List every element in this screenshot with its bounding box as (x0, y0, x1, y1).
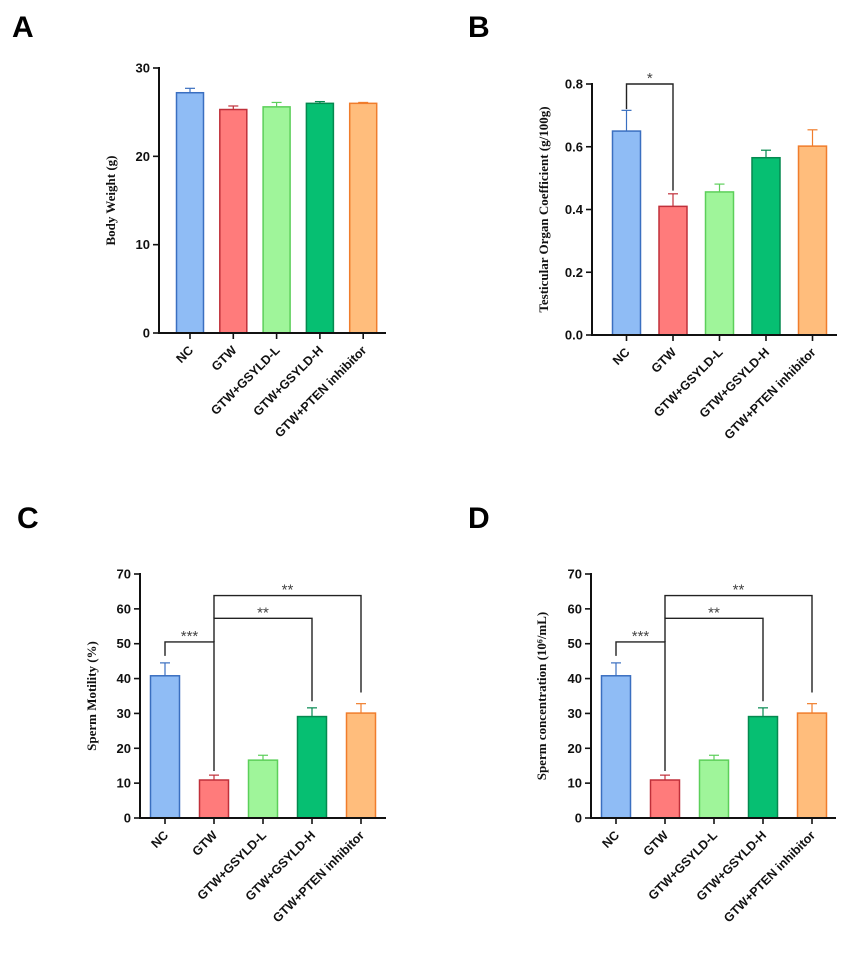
significance-bracket (213, 594, 362, 693)
bar-nc (175, 91, 205, 334)
y-tick-label: 20 (136, 149, 150, 164)
y-tick-label: 20 (117, 741, 131, 756)
y-axis-title: Body Weight (g) (103, 155, 118, 245)
y-tick-label: 60 (568, 601, 582, 616)
x-tick-label: GTW (649, 345, 680, 376)
significance-label: ** (282, 582, 294, 599)
bar-gtw-pten-inhibitor (797, 145, 828, 336)
bar-nc (149, 675, 181, 819)
y-axis-title: Sperm Motility (%) (84, 641, 99, 751)
bar-gtw-gsyld-l (262, 106, 291, 334)
y-tick-label: 70 (117, 567, 131, 582)
y-tick-label: 10 (568, 776, 582, 791)
significance-label: ** (708, 604, 720, 621)
y-tick-label: 0.8 (565, 77, 583, 92)
x-tick-label: NC (599, 828, 622, 851)
bar-gtw-pten-inhibitor (796, 712, 828, 819)
bar-gtw-pten-inhibitor (345, 712, 377, 819)
panel-letter-d: D (468, 502, 490, 535)
significance-bracket (664, 617, 764, 702)
y-tick-label: 30 (136, 61, 150, 76)
x-tick-label: GTW+PTEN inhibitor (721, 828, 818, 925)
significance-label: ** (257, 604, 269, 621)
bar-gtw-pten-inhibitor (348, 102, 378, 334)
y-axis-title: Testicular Organ Coefficient (g/100g) (536, 106, 551, 312)
y-tick-label: 50 (117, 636, 131, 651)
x-tick-label: GTW+PTEN inhibitor (270, 828, 367, 925)
bar-gtw (649, 779, 681, 819)
x-tick-label: NC (173, 343, 196, 366)
y-tick-label: 40 (117, 671, 131, 686)
significance-bracket (615, 641, 666, 771)
y-tick-label: 50 (568, 636, 582, 651)
significance-label: *** (632, 628, 650, 645)
bar-gtw-gsyld-h (296, 715, 328, 819)
bar-gtw (198, 779, 230, 819)
x-tick-label: NC (148, 828, 171, 851)
y-tick-label: 10 (117, 776, 131, 791)
y-tick-label: 0 (575, 811, 582, 826)
panel-letter-c: C (17, 502, 39, 535)
bar-nc (600, 675, 632, 819)
y-tick-label: 30 (117, 706, 131, 721)
x-tick-label: GTW (641, 828, 672, 859)
bar-gtw-gsyld-l (704, 191, 735, 336)
y-tick-label: 0.2 (565, 265, 583, 280)
bar-gtw-gsyld-h (747, 715, 779, 819)
significance-bracket (625, 83, 674, 191)
panel-letter-a: A (12, 11, 34, 44)
x-tick-label: GTW (209, 343, 240, 374)
y-tick-label: 40 (568, 671, 582, 686)
y-tick-label: 0.0 (565, 328, 583, 343)
significance-bracket (213, 617, 313, 702)
significance-bracket (164, 641, 215, 771)
y-tick-label: 0.6 (565, 139, 583, 154)
y-tick-label: 10 (136, 237, 150, 252)
y-tick-label: 30 (568, 706, 582, 721)
bar-nc (611, 130, 642, 336)
significance-label: *** (181, 628, 199, 645)
bar-gtw-gsyld-h (751, 156, 781, 336)
y-tick-label: 60 (117, 601, 131, 616)
significance-label: ** (733, 582, 745, 599)
bar-gtw (658, 205, 688, 336)
x-tick-label: GTW (190, 828, 221, 859)
y-tick-label: 0 (124, 811, 131, 826)
x-tick-label: GTW+PTEN inhibitor (722, 345, 819, 442)
y-tick-label: 20 (568, 741, 582, 756)
y-axis-title: Sperm concentration (10⁶/mL) (534, 612, 549, 781)
y-tick-label: 0.4 (565, 202, 584, 217)
bar-gtw-gsyld-h (305, 102, 335, 334)
panel-letter-b: B (468, 11, 490, 44)
y-tick-label: 0 (143, 326, 150, 341)
significance-bracket (664, 594, 813, 693)
bar-gtw (219, 108, 248, 334)
x-tick-label: NC (610, 345, 633, 368)
bar-gtw-gsyld-l (698, 759, 730, 819)
y-tick-label: 70 (568, 567, 582, 582)
significance-label: * (647, 70, 653, 87)
bar-gtw-gsyld-l (247, 759, 279, 819)
